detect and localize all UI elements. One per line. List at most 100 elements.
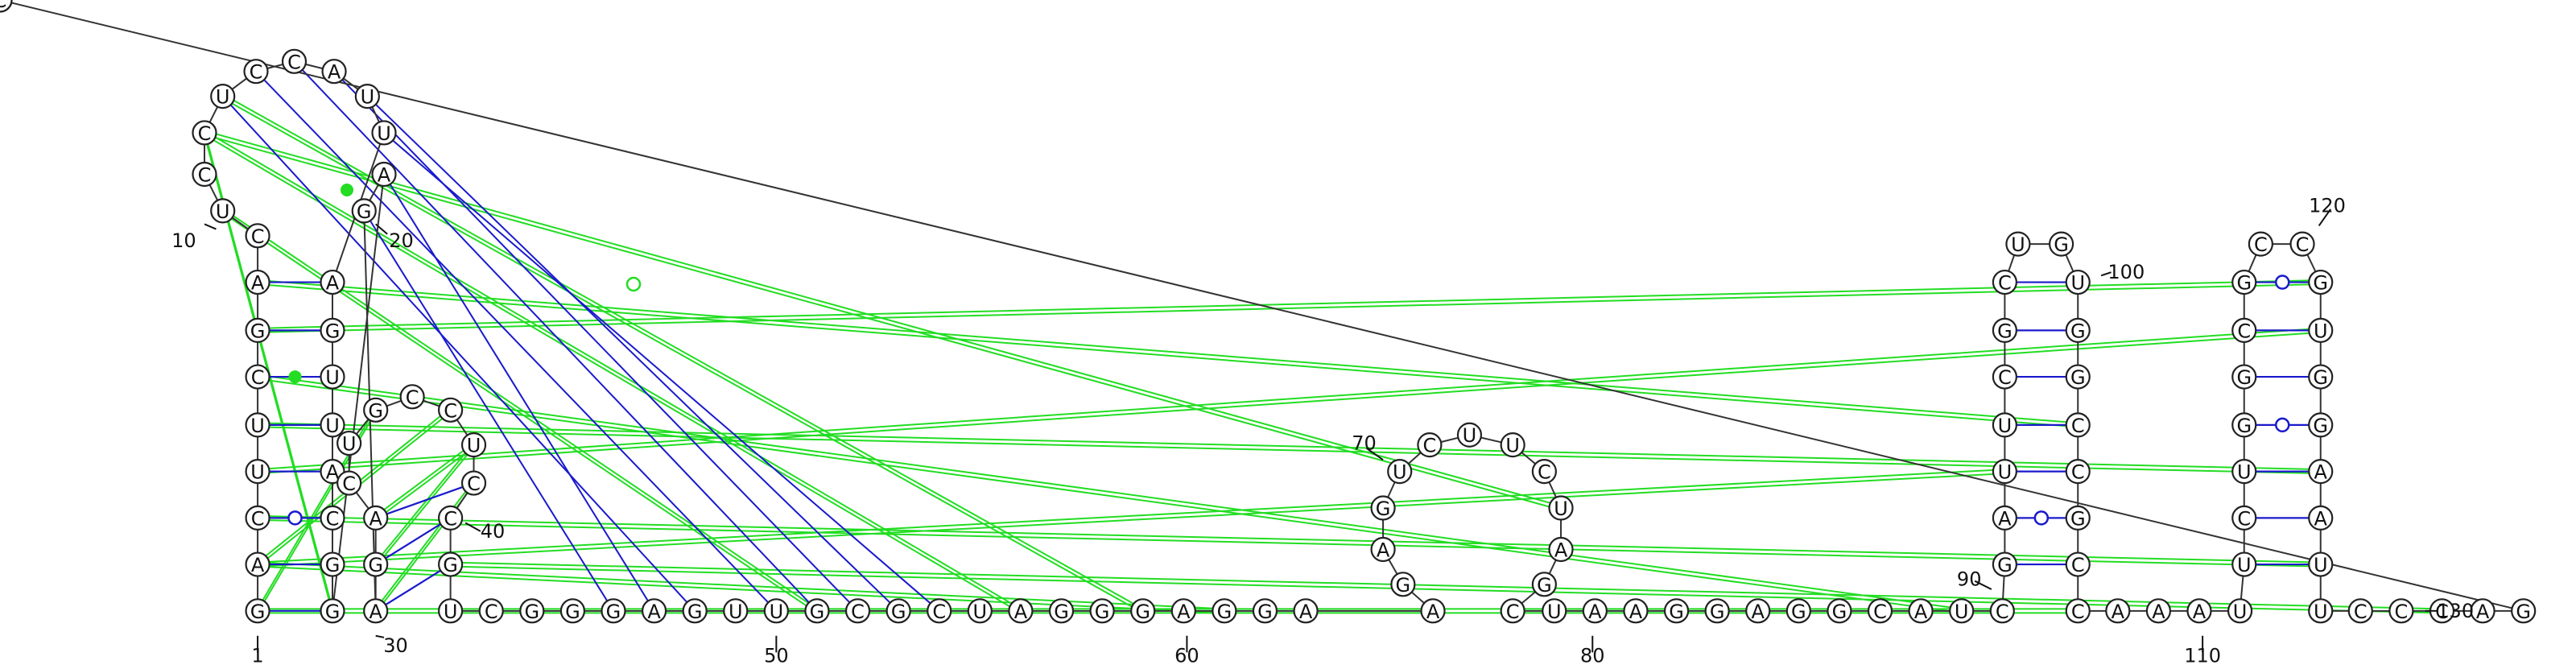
nucleotide: C [281,48,308,74]
nucleotide-letter: A [647,601,661,623]
nucleotide-circle [2470,598,2496,624]
nucleotide-circle [1867,598,1893,624]
nucleotide-letter: C [444,507,457,530]
nucleotide-circle [2308,505,2334,531]
nucleotide-letter: C [1423,435,1437,457]
nucleotide-circle [641,598,667,624]
nucleotide-circle [1992,269,2017,295]
nucleotide: G [438,551,464,577]
nucleotide: A [363,505,389,531]
position-tick [1974,580,1992,590]
nucleotide: U [2227,598,2253,624]
nucleotide: U [2231,459,2257,485]
nucleotide-letter: U [444,601,458,623]
nucleotide-circle [1827,598,1852,624]
nucleotide-circle [192,161,217,188]
nucleotide-circle [399,384,425,410]
nucleotide-letter: G [1832,601,1847,623]
position-label: 70 [1352,432,1384,460]
nucleotide-letter: U [250,415,265,437]
nucleotide-circle [460,470,487,496]
nucleotide-circle [2231,269,2257,295]
nucleotide: U [460,432,487,458]
nucleotide-circle [1992,459,2017,485]
nucleotide-circle [1582,598,1608,624]
nucleotide: U [1548,495,1574,521]
nucleotide-circle [2347,598,2373,624]
nucleotide-circle [320,269,345,295]
nucleotide: G [320,551,345,577]
nucleotide-letter: G [1537,574,1552,597]
nucleotide-letter: G [1997,554,2013,576]
position-number: 60 [1174,644,1199,665]
nucleotide-circle [1008,598,1034,624]
nucleotide-circle [2511,598,2537,624]
nucleotide-letter: C [1873,601,1887,623]
nucleotide-circle [354,83,380,109]
nucleotide: U [336,430,362,456]
nucleotide-letter: U [342,433,357,456]
nucleotide-circle [2145,598,2172,624]
nucleotide-circle [210,198,236,224]
wobble-pair-marker [2033,510,2050,526]
nucleotide-circle [2231,317,2257,343]
nucleotide: C [192,120,217,146]
tertiary-interaction-line [374,442,475,564]
nucleotide: G [2231,412,2257,438]
nucleotide: G [2308,412,2334,438]
nucleotide: G [2231,364,2257,390]
nucleotide-letter: C [326,507,340,530]
nucleotide-circle [1500,432,1525,458]
nucleotide: C [336,470,362,496]
tertiary-interaction-line [375,446,475,521]
nucleotide-letter: U [325,366,340,389]
nucleotide: G [601,598,626,624]
nucleotide: A [321,59,347,85]
position-tick [204,223,217,230]
tertiary-interaction-line [204,130,1022,610]
nucleotide-circle [320,364,345,390]
nucleotide-letter: C [2354,601,2368,623]
nucleotide-letter: C [2237,320,2251,342]
nucleotide-letter: A [369,601,382,623]
position-number: 1 [251,644,263,665]
nucleotide-letter: G [2054,233,2069,256]
nucleotide-letter: U [2011,233,2025,256]
nucleotide-circle [601,598,626,624]
nucleotide-circle [363,551,389,577]
nucleotide-letter: G [325,320,341,342]
nucleotide-letter: G [891,601,906,623]
nucleotide-circle [245,412,270,438]
nucleotide-letter: G [368,399,383,422]
position-tick [2100,271,2112,277]
position-tick [375,223,388,235]
nucleotide: G [519,598,545,624]
nucleotide: G [559,598,585,624]
nucleotide-circle [243,59,269,85]
nucleotide: A [2470,598,2496,624]
nucleotide: A [641,598,667,624]
position-number: 110 [2184,644,2221,665]
position-label: 30 [375,634,408,657]
nucleotide: A [2145,598,2172,624]
nucleotide-circle [2231,412,2257,438]
nucleotide-letter: A [2314,507,2328,530]
nucleotide-letter: U [1505,435,1520,457]
nucleotide: U [354,83,380,109]
nucleotide-letter: A [1177,601,1191,623]
nucleotide-letter: A [1629,601,1643,623]
nucleotide-letter: G [325,554,341,576]
nucleotide-circle [927,598,952,624]
nucleotide: G [245,598,270,624]
nucleotide: G [320,317,345,343]
nucleotide-letter: C [2237,507,2251,530]
nucleotide-letter: U [1955,601,1969,623]
nucleotide: A [1370,536,1396,563]
nucleotide: C [2065,598,2091,624]
tertiary-interaction-line [257,374,1962,610]
nucleotide-circle [320,505,345,531]
nucleotide-letter: C [0,0,6,12]
nucleotide-letter: G [250,601,266,623]
nucleotide-letter: C [2435,601,2449,623]
nucleotide: C [1531,459,1557,485]
